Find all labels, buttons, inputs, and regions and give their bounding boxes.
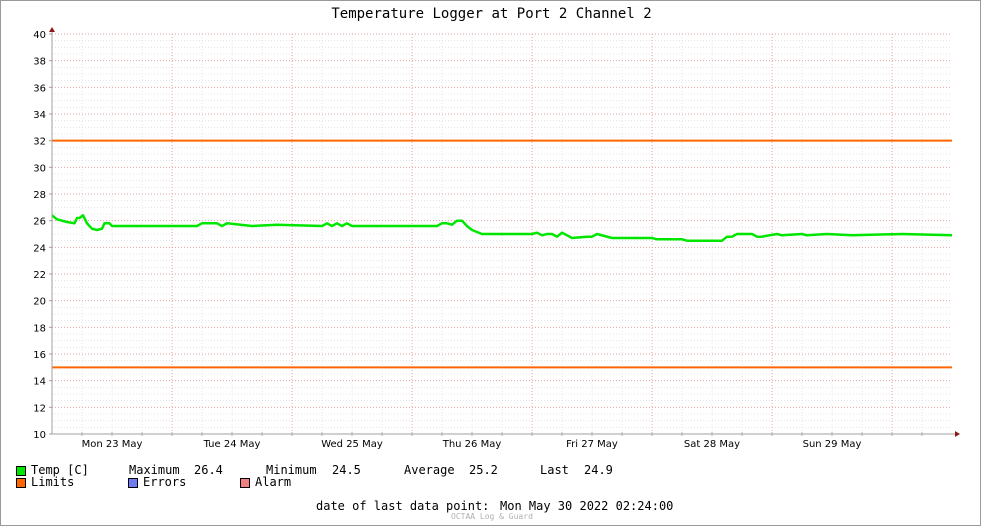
y-tick-label: 16: [33, 350, 46, 361]
x-tick-label: Tue 24 May: [203, 439, 261, 450]
y-tick-label: 20: [33, 297, 46, 308]
alarm-legend-swatch: [240, 478, 250, 488]
minimum-label: Minimum: [266, 463, 317, 477]
x-tick-label: Sun 29 May: [803, 439, 862, 450]
x-tick-label: Wed 25 May: [321, 439, 383, 450]
y-tick-label: 10: [33, 430, 46, 441]
last-value: 24.9: [584, 463, 613, 477]
y-tick-label: 40: [33, 30, 46, 41]
average-value: 25.2: [469, 463, 498, 477]
average-label: Average: [404, 463, 455, 477]
x-tick-label: Sat 28 May: [684, 439, 740, 450]
errors-legend-swatch: [128, 478, 138, 488]
watermark-text: OCTAA Log & Guard: [451, 512, 533, 521]
last-data-point-value: Mon May 30 2022 02:24:00: [500, 499, 674, 513]
y-tick-label: 24: [33, 243, 46, 254]
maximum-label: Maximum: [129, 463, 180, 477]
temperature-series-line: [51, 214, 953, 242]
x-tick-label: Mon 23 May: [82, 439, 143, 450]
minimum-value: 24.5: [332, 463, 361, 477]
errors-legend-label: Errors: [143, 475, 187, 489]
y-tick-label: 28: [33, 190, 46, 201]
maximum-value: 26.4: [194, 463, 223, 477]
last-data-point-label: date of last data point:: [316, 499, 490, 513]
y-tick-label: 26: [33, 217, 46, 228]
y-tick-label: 38: [33, 57, 46, 68]
y-tick-label: 22: [33, 270, 46, 281]
y-tick-label: 34: [33, 110, 46, 121]
chart-title: Temperature Logger at Port 2 Channel 2: [331, 6, 652, 22]
temp-legend-label: Temp [C]: [31, 463, 89, 477]
limits-legend-swatch: [16, 478, 26, 488]
y-axis-arrow: [49, 27, 55, 32]
temp-legend-swatch: [16, 466, 26, 476]
y-tick-label: 12: [33, 403, 46, 414]
x-axis-arrow: [955, 431, 960, 437]
y-tick-label: 32: [33, 137, 46, 148]
y-tick-label: 30: [33, 163, 46, 174]
limits-legend-label: Limits: [31, 475, 75, 489]
x-tick-label: Thu 26 May: [442, 439, 502, 450]
y-tick-label: 36: [33, 83, 46, 94]
x-tick-label: Fri 27 May: [566, 439, 618, 450]
y-tick-label: 14: [33, 377, 46, 388]
alarm-legend-label: Alarm: [255, 475, 292, 489]
y-tick-label: 18: [33, 323, 46, 334]
last-label: Last: [540, 463, 569, 477]
